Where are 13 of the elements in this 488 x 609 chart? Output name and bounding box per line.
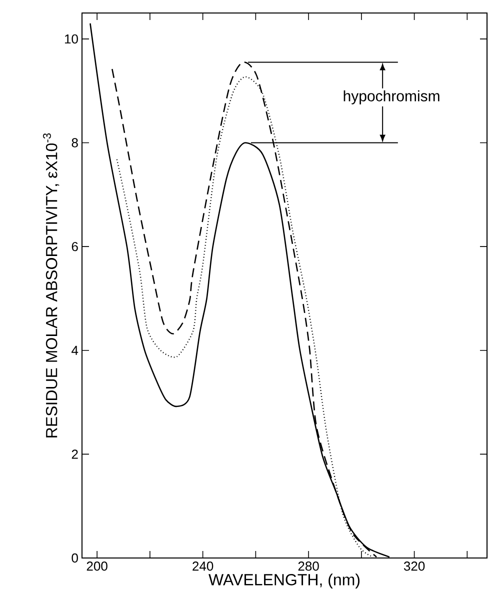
x-tick-label: 280 (298, 562, 319, 571)
y-tick-label: 6 (72, 242, 78, 252)
y-tick-label: 0 (72, 553, 78, 563)
x-axis-title: WAVELENGTH, (nm) (208, 574, 360, 588)
x-tick-label: 200 (86, 562, 108, 571)
y-tick-label: 4 (72, 346, 78, 355)
y-tick-label: 2 (72, 450, 78, 459)
annotation: hypochromism (344, 90, 440, 104)
y-tick-label: 8 (72, 138, 78, 148)
y-tick-label: 10 (64, 34, 78, 44)
y-axis-title: RESIDUE MOLAR ABSORPTIVITY, εX10$^{-3}$ (42, 133, 60, 438)
x-tick-label: 240 (192, 562, 214, 571)
x-tick-label: 320 (404, 562, 425, 571)
